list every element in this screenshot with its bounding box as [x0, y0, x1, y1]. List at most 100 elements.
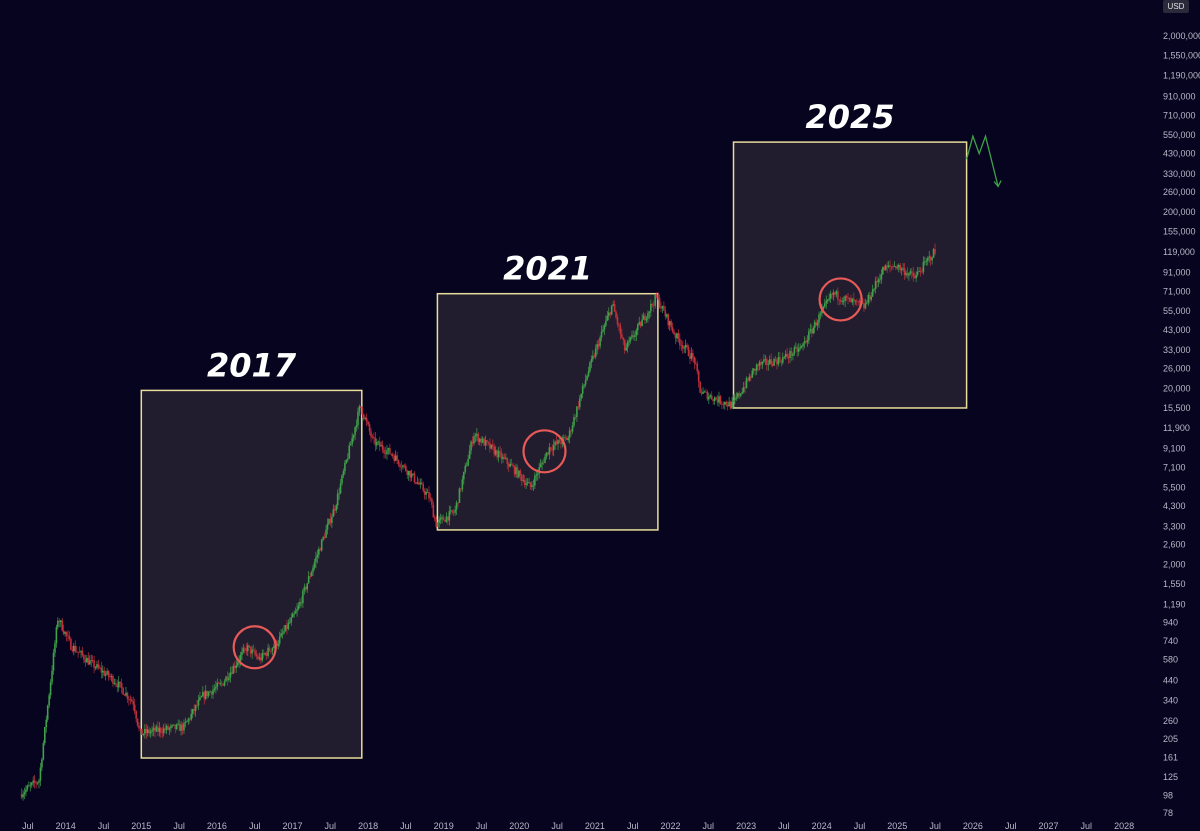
candle-470 [702, 387, 704, 395]
candle-594 [882, 266, 884, 276]
candle-body [719, 396, 722, 404]
candle-98 [162, 724, 165, 737]
candle-455 [680, 340, 683, 351]
candle-221 [341, 474, 343, 486]
candle-body [683, 347, 685, 349]
y-tick-label: 155,000 [1163, 227, 1196, 237]
y-tick-label: 33,000 [1163, 345, 1191, 355]
candle-body [774, 359, 777, 361]
candle-body [677, 333, 680, 339]
candle-body [222, 683, 224, 686]
candle-123 [199, 691, 201, 702]
candle-293 [445, 512, 448, 524]
candle-487 [726, 401, 729, 411]
x-tick-label: Jul [249, 821, 261, 831]
candle-body [120, 682, 123, 688]
candle-253 [387, 447, 390, 455]
currency-badge[interactable]: USD [1163, 0, 1189, 13]
candle-510 [760, 358, 762, 369]
candle-body [723, 402, 726, 405]
candle-body [673, 331, 675, 335]
candle-body [821, 309, 823, 314]
candle-body [180, 724, 182, 731]
candle-64 [113, 678, 116, 686]
candle-body [96, 664, 98, 668]
candle-467 [697, 369, 700, 388]
candle-body [468, 450, 471, 459]
candle-body [502, 456, 504, 460]
candle-body [607, 312, 610, 317]
candle-body [699, 381, 701, 393]
candle-body [771, 364, 774, 366]
candle-519 [773, 357, 775, 367]
candle-body [483, 438, 485, 446]
candle-81 [138, 721, 140, 732]
y-tick-label: 3,300 [1163, 521, 1186, 531]
candle-body [196, 705, 198, 706]
candle-137 [219, 679, 222, 686]
candle-body [352, 434, 355, 438]
candle-body [125, 692, 127, 696]
candle-370 [557, 439, 559, 450]
candle-body [367, 421, 369, 425]
candle-body [219, 683, 222, 684]
candle-596 [884, 264, 887, 271]
candle-body [636, 324, 639, 331]
candle-body [873, 288, 875, 290]
x-axis[interactable]: Jul 2014 Jul 2015 Jul 2016 Jul 2017 Jul 2018 Jul 20… [22, 821, 1134, 831]
candle-465 [694, 358, 697, 365]
candle-body [702, 391, 704, 394]
candle-323 [489, 438, 491, 453]
candle-275 [419, 478, 422, 489]
candle-body [270, 650, 272, 652]
candle-37 [74, 640, 77, 654]
candle-316 [478, 437, 481, 446]
x-tick-label: 2027 [1038, 821, 1058, 831]
y-axis[interactable]: 2,000,000 1,550,000 1,190,000 910,000 710,00… [1163, 31, 1200, 818]
candle-body [600, 331, 603, 338]
candle-420 [629, 336, 632, 344]
candle-body [934, 249, 936, 254]
candle-527 [784, 350, 787, 360]
candle-body [364, 418, 367, 419]
candle-434 [650, 299, 652, 318]
candle-body [583, 384, 585, 386]
candle-body [339, 483, 342, 494]
candle-124 [200, 695, 203, 698]
candle-body [310, 572, 313, 577]
candle-146 [232, 663, 235, 674]
candle-body [354, 427, 356, 435]
candle-body [890, 266, 893, 268]
candle-body [342, 471, 345, 476]
candle-body [268, 647, 271, 651]
candle-158 [249, 646, 252, 658]
candle-body [275, 640, 278, 646]
candle-245 [376, 438, 378, 450]
candle-body [663, 305, 665, 311]
candle-body [441, 517, 443, 518]
candle-348 [525, 478, 527, 489]
candle-body [329, 518, 332, 524]
candle-body [818, 314, 820, 323]
candle-body [133, 704, 136, 712]
candle-body [358, 406, 361, 412]
candle-body [902, 268, 904, 270]
candle-317 [480, 436, 483, 447]
candle-628 [931, 256, 933, 265]
candle-body [681, 345, 684, 349]
candle-599 [889, 259, 891, 273]
candle-body [216, 682, 219, 687]
candle-body [484, 440, 487, 446]
y-tick-label: 5,500 [1163, 482, 1186, 492]
candle-body [144, 729, 146, 734]
candle-112 [183, 719, 185, 735]
candle-body [300, 601, 303, 604]
candle-body [157, 726, 159, 732]
candle-522 [777, 352, 780, 367]
candle-292 [444, 519, 446, 523]
candle-561 [834, 291, 836, 298]
candle-85 [144, 724, 146, 739]
candle-339 [512, 462, 514, 468]
candle-body [713, 397, 716, 402]
candle-451 [674, 332, 677, 345]
